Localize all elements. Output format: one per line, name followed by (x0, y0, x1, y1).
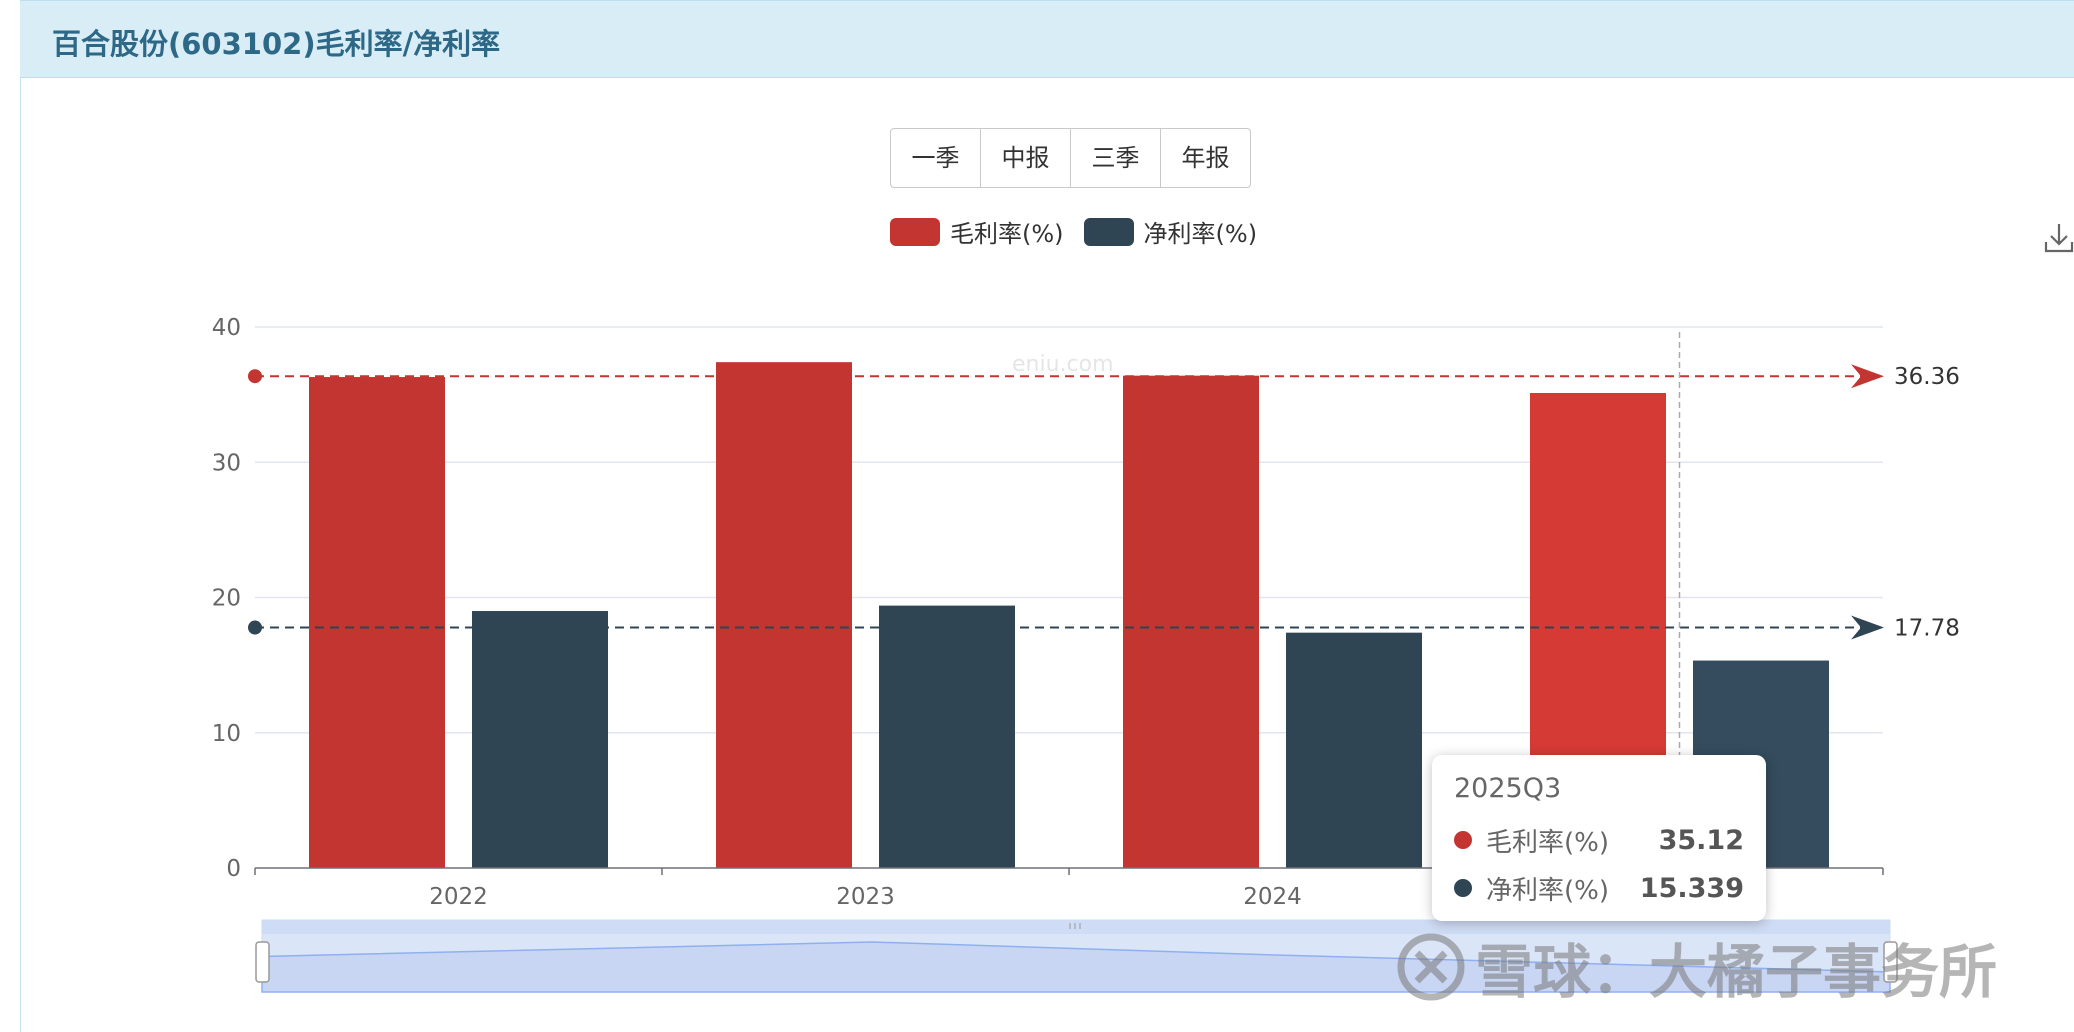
period-button-annual[interactable]: 年报 (1181, 144, 1230, 172)
data-zoom-slider[interactable] (255, 919, 1898, 993)
legend-item-net-margin[interactable]: 净利率(%) (1083, 214, 1258, 249)
data-zoom-top-bar (262, 920, 1890, 934)
tooltip-row-gross-margin: 毛利率(%) 35.12 (1454, 816, 1744, 864)
y-tick-label: 30 (212, 450, 241, 476)
tooltip-title: 2025Q3 (1454, 773, 1562, 804)
period-selector: 一季 中报 三季 年报 (890, 128, 1251, 188)
legend-swatch-net-margin (1083, 217, 1134, 246)
xueqiu-logo-icon (1397, 933, 1465, 1001)
bar-gross-margin-2023 (716, 362, 852, 868)
data-zoom-handle-left (255, 941, 270, 983)
legend-swatch-gross-margin (890, 217, 940, 246)
mark-line-label: 17.78 (1894, 616, 1960, 642)
x-tick-label: 2022 (429, 884, 488, 910)
tooltip-name-gross-margin: 毛利率(%) (1486, 827, 1609, 858)
xueqiu-watermark: 雪球：大橘子事务所 (1395, 925, 1997, 1009)
data-zoom-handle-right (1883, 941, 1898, 983)
x-tick-label: 2023 (836, 884, 895, 910)
mark-line-arrow (1851, 615, 1884, 640)
mark-lines: 36.36 17.78 (248, 364, 1960, 642)
period-button-q1[interactable]: 一季 (891, 129, 981, 187)
bar-gross-margin-2024 (1123, 375, 1259, 868)
tooltip-row-net-margin: 净利率(%) 15.339 (1454, 864, 1744, 912)
mark-line-label: 36.36 (1894, 364, 1960, 390)
x-tick-label: 2024 (1243, 884, 1302, 910)
legend-item-gross-margin[interactable]: 毛利率(%) (890, 214, 1064, 249)
y-tick-label: 40 (212, 315, 241, 341)
tooltip-value-net-margin: 15.339 (1639, 872, 1744, 904)
y-tick-label: 10 (212, 721, 241, 747)
watermark-text: 雪球：大橘子事务所 (1475, 938, 1998, 1006)
bar-net-margin-2023 (879, 605, 1015, 868)
bar-gross-margin-2022 (309, 377, 445, 868)
x-axis: 2022 2023 2024 (254, 867, 1884, 910)
period-button-half-year[interactable]: 中报 (981, 129, 1071, 187)
page-title: 百合股份(603102)毛利率/净利率 (52, 27, 501, 61)
tooltip-dot-gross-margin (1454, 831, 1472, 849)
legend-label-gross-margin: 毛利率(%) (950, 220, 1064, 248)
panel-header: 百合股份(603102)毛利率/净利率 (20, 0, 2074, 78)
y-axis: 0 10 20 30 40 (212, 315, 241, 882)
tooltip-name-net-margin: 净利率(%) (1486, 875, 1609, 906)
chart-legend: 毛利率(%) 净利率(%) (890, 214, 1277, 249)
bar-net-margin-2022 (472, 611, 608, 868)
y-tick-label: 0 (226, 856, 241, 882)
tooltip-dot-net-margin (1454, 879, 1472, 897)
period-button-q3[interactable]: 三季 (1071, 129, 1161, 187)
y-tick-label: 20 (212, 586, 241, 612)
site-watermark: eniu.com (1012, 352, 1114, 377)
download-icon[interactable] (2044, 222, 2074, 258)
tooltip-value-gross-margin: 35.12 (1658, 824, 1744, 856)
mark-line-arrow (1851, 364, 1884, 389)
legend-label-net-margin: 净利率(%) (1143, 220, 1258, 248)
chart-tooltip: 2025Q3 毛利率(%) 35.12 净利率(%) 15.339 (1432, 755, 1766, 921)
bar-net-margin-2024 (1286, 632, 1422, 868)
